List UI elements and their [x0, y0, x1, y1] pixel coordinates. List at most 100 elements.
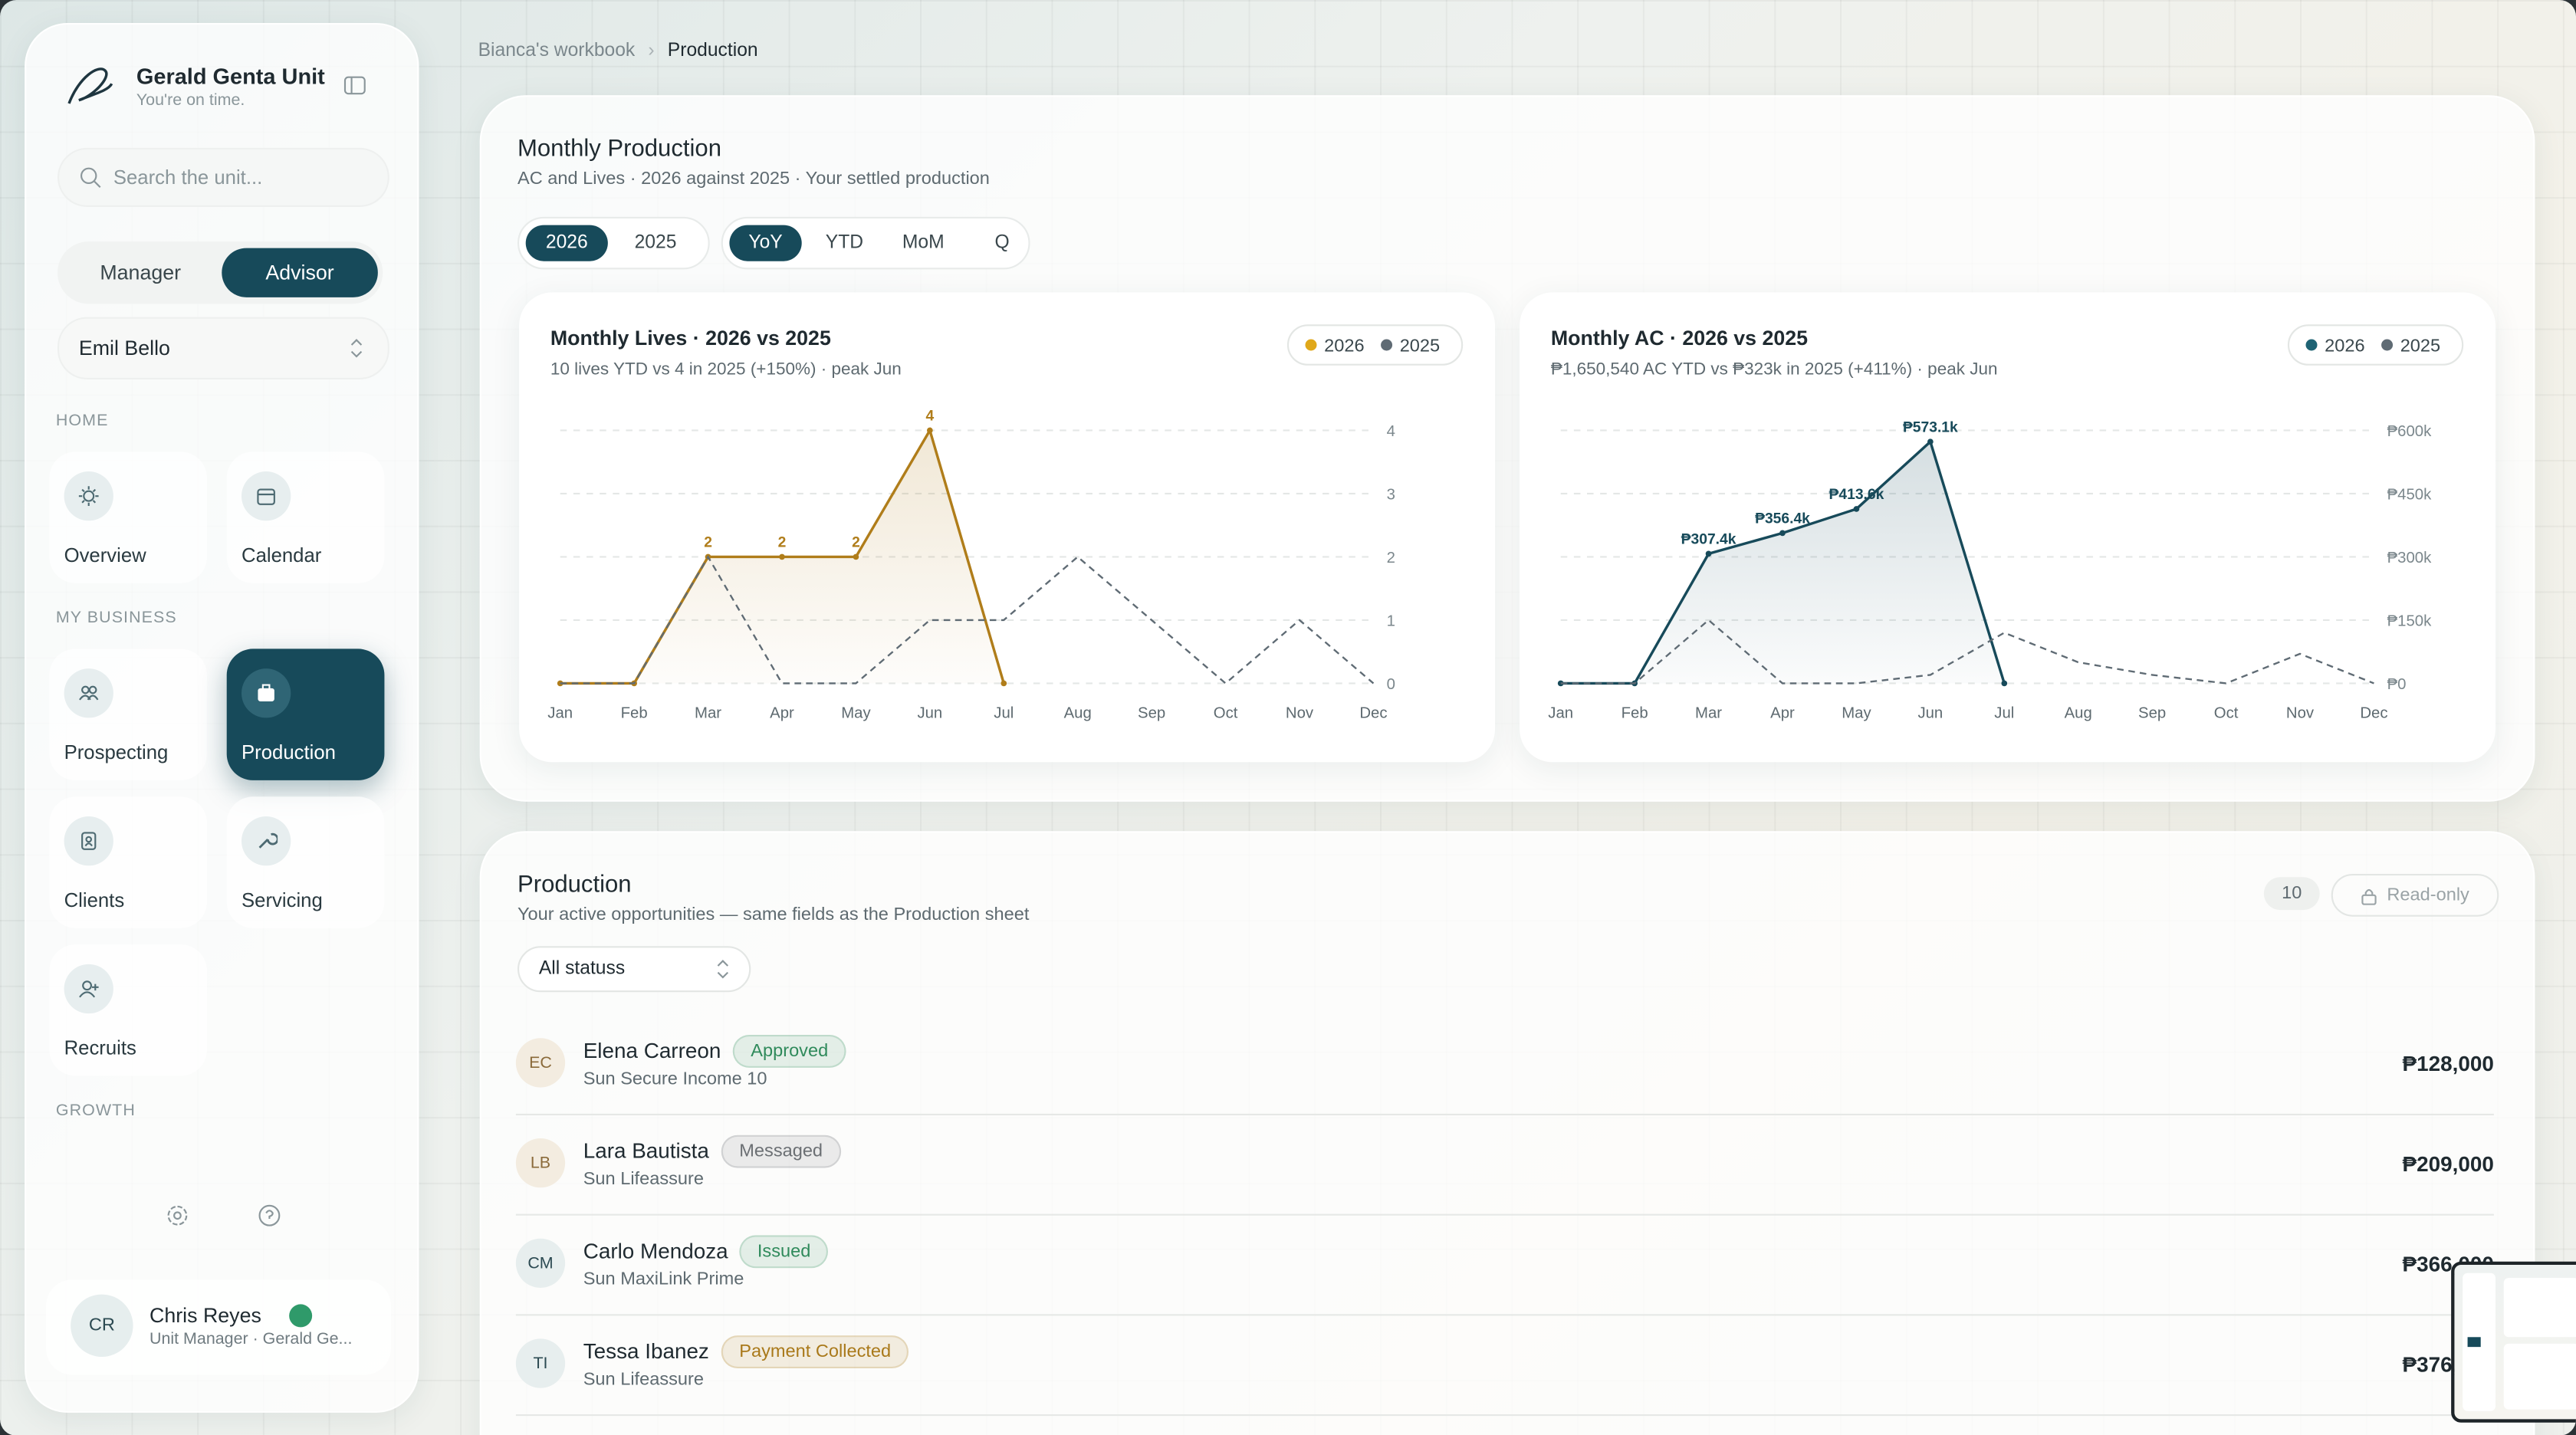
chart: Monthly AC · 2026 vs 2025 ₱1,650,540 AC Y… [1548, 324, 2464, 721]
opportunity-row[interactable]: TI Tessa Ibanez Payment Collected Sun Lifea… [515, 1314, 2494, 1417]
legend-label: 2025 [1400, 336, 1440, 356]
opportunity-row[interactable]: CM Carlo Mendoza Issued Sun MaxiLink Prime ₱… [515, 1214, 2494, 1316]
tab[interactable]: 2025 [634, 233, 677, 253]
product: Sun Lifeassure [583, 1169, 704, 1190]
nav-label: Prospecting [64, 740, 169, 764]
section-label: MY BUSINESS [55, 609, 177, 628]
tab[interactable]: Q [994, 233, 1010, 253]
y-tick-label: ₱0 [2387, 676, 2407, 693]
nav-icon [64, 816, 113, 866]
x-tick-label: Aug [2065, 704, 2092, 721]
help-icon[interactable] [256, 1203, 282, 1229]
nav-icon [242, 816, 291, 866]
mode-tabs: YoY YTD MoM Q [721, 216, 1030, 270]
avatar: EC [515, 1038, 566, 1088]
person-select[interactable]: Emil Bello [58, 317, 389, 379]
crumb[interactable]: Bianca's workbook [478, 41, 636, 61]
tab[interactable]: MoM [902, 233, 945, 253]
y-tick-label: 4 [1387, 423, 1395, 440]
data-label: ₱573.1k [1903, 419, 1958, 435]
legend-swatch [1305, 339, 1317, 351]
amount: ₱209,000 [2402, 1151, 2494, 1177]
point [1001, 680, 1007, 687]
icon [78, 486, 99, 506]
x-tick-label: Mar [1695, 704, 1722, 721]
opportunity-row[interactable]: LB Lara Bautista Messaged Sun Lifeassure ₱20… [515, 1114, 2494, 1216]
user-card[interactable]: CR Chris Reyes Unit Manager · Gerald Ge.… [46, 1279, 391, 1375]
tab[interactable]: YoY [729, 225, 802, 261]
point [1779, 530, 1786, 537]
x-tick-label: Feb [621, 704, 648, 721]
point [779, 553, 785, 560]
status-badge: Messaged [721, 1135, 841, 1168]
search[interactable]: Search the unit... [58, 147, 389, 207]
legend: 2026 2025 [2287, 324, 2464, 366]
x-tick-label: Jun [917, 704, 942, 721]
icon [258, 832, 278, 849]
data-label: ₱413.6k [1829, 487, 1884, 503]
icon [81, 832, 97, 850]
tab[interactable]: 2026 [525, 225, 608, 261]
nav-tile[interactable]: Recruits [49, 944, 208, 1076]
legend-swatch [2381, 339, 2394, 351]
product: Sun MaxiLink Prime [583, 1269, 744, 1290]
x-tick-label: Jul [994, 704, 1014, 721]
client-name: Carlo Mendoza [583, 1238, 728, 1263]
search-icon [80, 167, 101, 189]
x-tick-label: Jul [1994, 704, 2014, 721]
lock-icon [2361, 888, 2377, 905]
thumb-panel [2503, 1278, 2576, 1338]
role-tab[interactable]: Manager [100, 261, 182, 284]
x-tick-label: Dec [2360, 704, 2387, 721]
chevrons [350, 339, 363, 358]
icon [257, 488, 275, 505]
point [2001, 680, 2008, 687]
status-badge: Issued [739, 1235, 829, 1269]
nav-icon [64, 668, 113, 718]
role-tab[interactable]: Advisor [222, 248, 378, 297]
data-label: ₱307.4k [1681, 532, 1737, 548]
section-label: HOME [55, 412, 109, 431]
y-tick-label: ₱600k [2387, 423, 2433, 440]
crumb[interactable]: Production [667, 41, 758, 61]
chart-title: Monthly Lives · 2026 vs 2025 [550, 327, 831, 350]
nav-tile[interactable]: Calendar [226, 452, 385, 583]
nav-tile[interactable]: Production [226, 649, 385, 780]
opportunity-row[interactable]: EC Elena Carreon Approved Sun Secure Income… [515, 1013, 2494, 1115]
user-name: Chris Reyes [150, 1304, 261, 1328]
data-label: 2 [704, 535, 712, 551]
chart-title: Monthly AC · 2026 vs 2025 [1551, 327, 1808, 350]
tagline: You're on time. [136, 92, 245, 110]
legend: 2026 2025 [1286, 324, 1464, 366]
status-badge: Approved [732, 1035, 846, 1068]
y-tick-label: 0 [1387, 676, 1395, 693]
legend-box [2287, 324, 2464, 366]
year-tabs: 2026 2025 [518, 216, 710, 270]
x-tick-label: Apr [770, 704, 794, 721]
settings-icon[interactable] [164, 1203, 190, 1229]
nav-tile[interactable]: Prospecting [49, 649, 208, 780]
point [853, 553, 859, 560]
readonly-text: Read-only [2387, 885, 2469, 905]
point [1557, 680, 1564, 687]
nav-tile[interactable]: Servicing [226, 796, 385, 928]
point [1853, 506, 1860, 512]
thumbnail[interactable] [2451, 1261, 2576, 1423]
panel-subtitle: AC and Lives · 2026 against 2025 · Your … [518, 169, 990, 189]
chart-card: Monthly AC · 2026 vs 2025 ₱1,650,540 AC Y… [1520, 292, 2496, 763]
tab[interactable]: YTD [825, 233, 864, 253]
chart-card: Monthly Lives · 2026 vs 2025 10 lives YTD… [519, 292, 1495, 763]
status-dot [289, 1304, 313, 1328]
y-tick-label: ₱450k [2387, 486, 2433, 503]
production-subtitle: Your active opportunities — same fields … [518, 905, 1030, 925]
data-label: ₱356.4k [1755, 511, 1810, 527]
collapse-icon[interactable] [343, 76, 366, 96]
nav-tile[interactable]: Clients [49, 796, 208, 928]
x-tick-label: Nov [1286, 704, 1314, 721]
nav-tile[interactable]: Overview [49, 452, 208, 583]
nav-label: Calendar [242, 543, 322, 567]
status-filter[interactable]: All statuss [518, 946, 751, 993]
production-panel: Production Your active opportunities — s… [479, 831, 2535, 1435]
brand: Gerald Genta Unit [136, 64, 325, 89]
breadcrumb: Bianca's workbook › Production [478, 41, 758, 61]
